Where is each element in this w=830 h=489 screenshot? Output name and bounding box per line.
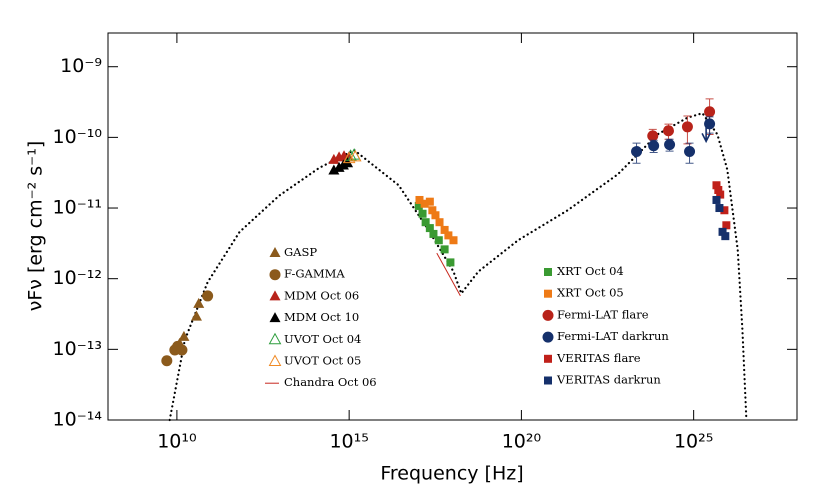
x-tick-label: 10¹⁵: [329, 431, 368, 453]
data-point: [428, 206, 437, 215]
data-point: [662, 125, 674, 137]
data-point: [444, 231, 453, 240]
legend-marker: [542, 331, 554, 343]
legend-marker: [544, 354, 552, 363]
data-point: [684, 146, 696, 158]
y-tick-label: 10⁻⁹: [60, 55, 102, 77]
data-point: [712, 181, 721, 190]
legend-label: F-GAMMA: [284, 267, 345, 281]
legend-marker: [268, 354, 282, 366]
legend-label: XRT Oct 05: [557, 286, 624, 300]
legend-marker: [269, 269, 281, 281]
legend-marker: [269, 290, 281, 301]
data-point: [449, 236, 458, 245]
data-point: [425, 224, 434, 233]
data-point: [425, 197, 434, 206]
data-point: [421, 218, 430, 227]
data-point: [704, 106, 716, 118]
data-point: [414, 201, 423, 210]
plot-frame: [107, 32, 798, 421]
data-point: [202, 290, 214, 302]
data-point: [348, 149, 362, 162]
legend-label: VERITAS flare: [556, 351, 641, 365]
data-point: [720, 206, 729, 215]
x-tick-label: 10²⁰: [502, 431, 541, 453]
data-point: [176, 344, 188, 356]
model-curve: [168, 111, 748, 422]
data-point: [681, 121, 693, 133]
chandra-bowtie: [436, 252, 461, 297]
data-point: [446, 258, 455, 267]
legend-label: GASP: [284, 245, 317, 259]
data-point: [648, 140, 660, 152]
legend-label: Chandra Oct 06: [284, 375, 377, 389]
data-point: [429, 229, 438, 238]
x-tick-label: 10²⁵: [674, 431, 713, 453]
data-point: [161, 355, 173, 367]
data-point: [647, 130, 659, 142]
data-point: [328, 164, 340, 175]
y-tick-label: 10⁻¹⁴: [53, 409, 103, 431]
legend-label: MDM Oct 06: [284, 288, 359, 302]
y-tick-label: 10⁻¹⁰: [53, 126, 102, 148]
y-tick-label: 10⁻¹²: [53, 267, 102, 289]
legend-marker: [268, 332, 282, 345]
data-point: [721, 232, 730, 241]
data-point: [434, 236, 443, 245]
legend-marker: [544, 289, 552, 298]
data-point: [193, 297, 205, 308]
data-point: [715, 204, 724, 213]
data-point: [435, 218, 444, 227]
legend-marker: [544, 268, 552, 276]
legend-marker: [269, 312, 281, 323]
data-point: [415, 195, 424, 204]
legend-marker: [542, 309, 554, 321]
data-point: [420, 199, 429, 208]
legend-label: UVOT Oct 04: [284, 332, 361, 346]
legend-label: UVOT Oct 05: [284, 354, 361, 368]
x-tick-label: 10¹⁰: [157, 431, 196, 453]
data-point: [716, 190, 725, 199]
y-tick-label: 10⁻¹¹: [53, 197, 102, 219]
upper-limit: [701, 119, 711, 144]
data-point: [714, 185, 723, 194]
data-point: [431, 211, 440, 220]
data-point: [418, 209, 427, 218]
data-point: [718, 227, 727, 236]
legend-label: Fermi-LAT darkrun: [557, 329, 669, 343]
x-axis-label: Frequency [Hz]: [380, 463, 523, 485]
legend-marker: [269, 247, 281, 257]
data-point: [178, 330, 190, 341]
legend-label: VERITAS darkrun: [556, 373, 661, 387]
data-point: [440, 245, 449, 254]
data-point: [631, 146, 643, 158]
data-point: [722, 221, 731, 230]
legend-marker: [544, 376, 552, 385]
y-axis-label: νFν [erg cm⁻² s⁻¹]: [25, 141, 47, 311]
data-point: [664, 139, 676, 151]
data-point: [190, 310, 202, 321]
y-tick-label: 10⁻¹³: [53, 338, 102, 360]
legend-label: XRT Oct 04: [557, 264, 624, 278]
data-point: [712, 195, 721, 204]
legend-label: MDM Oct 10: [284, 310, 359, 324]
data-point: [440, 225, 449, 234]
legend-label: Fermi-LAT flare: [557, 307, 649, 321]
